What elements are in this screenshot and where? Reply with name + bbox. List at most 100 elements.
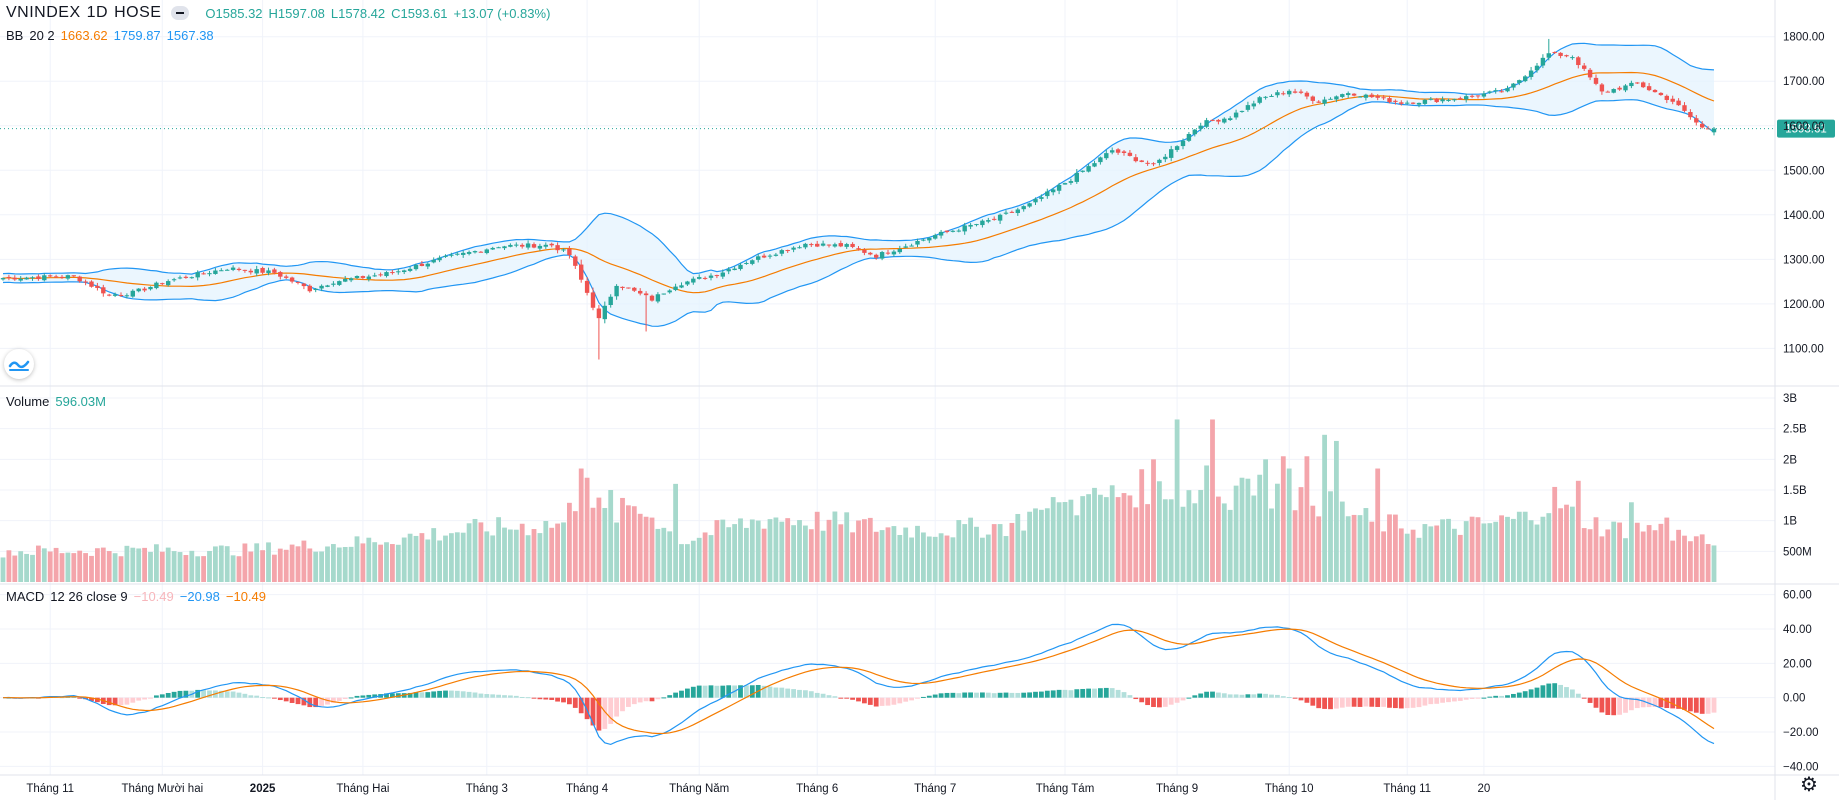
- macd-hist-bar: [631, 697, 637, 705]
- volume-legend[interactable]: Volume 596.03M: [6, 394, 106, 409]
- volume-bar: [956, 520, 962, 582]
- candle-body: [77, 276, 82, 282]
- minus-pill-icon[interactable]: [171, 6, 190, 20]
- candle-body: [1110, 150, 1115, 153]
- volume-bar: [177, 552, 183, 582]
- macd-hist-bar: [1546, 683, 1552, 698]
- macd-hist-bar: [702, 685, 708, 698]
- volume-bar: [136, 548, 142, 582]
- macd-hist-bar: [1375, 697, 1381, 707]
- volume-bar: [708, 535, 714, 582]
- macd-hist-bar: [797, 689, 802, 698]
- candle-body: [1174, 146, 1180, 150]
- volume-bar: [0, 557, 6, 582]
- volume-bar: [1310, 505, 1316, 582]
- macd-hist-bar: [142, 697, 147, 700]
- volume-bar: [165, 547, 171, 582]
- macd-hist-bar: [159, 694, 165, 698]
- candle-body: [1192, 129, 1197, 135]
- candle-body: [874, 254, 879, 258]
- wave-logo-icon[interactable]: [4, 349, 34, 379]
- macd-hist-bar: [673, 692, 678, 698]
- grid-lines: [0, 0, 1775, 775]
- macd-hist-bar: [1434, 697, 1440, 704]
- macd-hist-bar: [490, 694, 496, 698]
- macd-hist-bar: [407, 692, 413, 698]
- volume-bar: [1522, 511, 1528, 582]
- candle-body: [862, 249, 867, 253]
- volume-bar: [1151, 459, 1156, 582]
- macd-hist-bar: [425, 692, 431, 698]
- candle-body: [1287, 90, 1292, 95]
- macd-hist-bar: [1157, 697, 1162, 708]
- interval-label[interactable]: 1D: [86, 4, 109, 21]
- candle-body: [1605, 91, 1610, 93]
- exchange-label: HOSE: [114, 4, 162, 21]
- candle-body: [59, 276, 65, 278]
- volume-bar: [89, 555, 94, 582]
- volume-bar: [1174, 419, 1180, 582]
- macd-hist-bar: [909, 697, 914, 701]
- volume-bar: [1516, 511, 1522, 582]
- candle-body: [726, 269, 731, 272]
- gear-icon[interactable]: ⚙: [1800, 774, 1818, 796]
- candle-body: [525, 243, 531, 248]
- volume-bar: [720, 519, 726, 582]
- candle-body: [537, 245, 543, 249]
- volume-bar: [968, 517, 973, 582]
- candle-body: [1658, 92, 1664, 96]
- macd-hist-bar: [1664, 697, 1670, 709]
- volume-bar: [1021, 530, 1027, 582]
- volume-bar: [1139, 469, 1145, 582]
- macd-hist-bar: [1162, 697, 1168, 707]
- macd-hist-bar: [1640, 697, 1646, 708]
- macd-hist-bar: [366, 694, 372, 698]
- volume-bar: [584, 477, 590, 582]
- candle-body: [1428, 98, 1433, 100]
- candle-body: [1617, 87, 1622, 90]
- macd-hist-bar: [1263, 693, 1268, 698]
- macd-hist-bar: [242, 693, 248, 698]
- candle-body: [1493, 90, 1498, 92]
- volume-bar: [1357, 515, 1363, 582]
- volume-bar: [124, 545, 130, 582]
- volume-bar: [1658, 523, 1664, 582]
- symbol-label[interactable]: VNINDEX: [6, 4, 81, 21]
- macd-hist-bar: [508, 695, 513, 698]
- macd-legend[interactable]: MACD 12 26 close 9 −10.49 −20.98 −10.49: [6, 589, 266, 604]
- volume-bar: [631, 506, 637, 582]
- macd-axis-tick-label: 60.00: [1783, 590, 1812, 602]
- volume-bar: [879, 530, 885, 582]
- candle-body: [1334, 96, 1339, 100]
- macd-hist-bar: [1693, 697, 1699, 713]
- volume-bar: [1410, 529, 1416, 582]
- macd-hist-bar: [567, 697, 572, 705]
- candle-body: [1216, 119, 1221, 122]
- candle-body: [514, 244, 519, 246]
- volume-bar: [1469, 516, 1475, 582]
- volume-bar: [531, 529, 537, 582]
- bb-legend[interactable]: BB 20 2 1663.62 1759.87 1567.38: [6, 28, 214, 43]
- candle-body: [331, 283, 336, 285]
- macd-hist-bar: [1516, 692, 1522, 698]
- candle-body: [756, 256, 761, 260]
- volume-bar: [850, 532, 855, 582]
- volume-bar: [856, 520, 861, 582]
- candle-body: [455, 253, 460, 255]
- volume-bar: [738, 518, 743, 582]
- macd-hist-bar: [696, 685, 702, 698]
- volume-bar: [1676, 529, 1681, 582]
- volume-bar: [1216, 496, 1221, 582]
- candle-body: [1446, 100, 1451, 102]
- candle-body: [584, 280, 590, 293]
- candle-body: [1098, 157, 1103, 163]
- candle-body: [549, 243, 554, 246]
- candle-body: [1292, 91, 1298, 93]
- macd-hist-bar: [118, 697, 124, 706]
- macd-hist-bar: [1210, 691, 1215, 698]
- candle-body: [1186, 133, 1192, 141]
- macd-params: 12 26 close 9: [50, 589, 128, 604]
- macd-hist-bar: [926, 695, 932, 698]
